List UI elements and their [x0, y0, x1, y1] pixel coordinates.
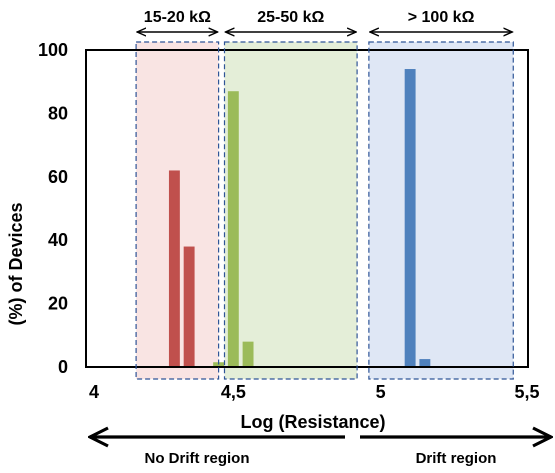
y-tick-label-2: 40 — [48, 230, 68, 250]
y-tick-label-4: 80 — [48, 103, 68, 123]
region-border-1 — [135, 41, 220, 380]
bar-s2-3 — [242, 341, 254, 367]
plot-frame — [85, 49, 529, 368]
region-label-2: 25-50 kΩ — [257, 9, 324, 26]
region-border-2 — [223, 41, 358, 380]
bar-s3-2 — [404, 69, 416, 368]
region-layer — [136, 42, 514, 379]
x-tick-label-2: 5 — [376, 382, 386, 402]
bar-s3-3 — [419, 359, 431, 367]
bar-s1-3 — [168, 170, 180, 367]
ticks-layer: 0 20 40 60 80 100 4 4,5 5 5,5 — [38, 40, 540, 402]
bar-s2-1 — [213, 362, 225, 367]
bar-s1-4 — [183, 246, 195, 367]
region-3 — [368, 42, 514, 379]
x-tick-label-1: 4,5 — [221, 382, 246, 402]
bar-s2-2 — [227, 91, 239, 368]
y-tick-label-0: 0 — [58, 357, 68, 377]
region-2 — [224, 42, 358, 379]
x-tick-label-3: 5,5 — [514, 382, 539, 402]
region-label-3: > 100 kΩ — [408, 9, 475, 26]
y-tick-label-1: 20 — [48, 294, 68, 314]
no-drift-label: No Drift region — [145, 450, 250, 467]
y-tick-label-5: 100 — [38, 40, 68, 60]
region-borders-layer — [135, 41, 514, 380]
region-border-3 — [368, 41, 514, 380]
drift-label: Drift region — [416, 450, 497, 467]
x-tick-label-0: 4 — [89, 382, 99, 402]
x-axis-label: Log (Resistance) — [240, 412, 385, 432]
region-label-1: 15-20 kΩ — [144, 9, 211, 26]
y-tick-label-3: 60 — [48, 167, 68, 187]
region-labels-layer: 15-20 kΩ 25-50 kΩ > 100 kΩ — [137, 9, 512, 32]
y-axis-label: (%) of Devices — [6, 202, 26, 325]
